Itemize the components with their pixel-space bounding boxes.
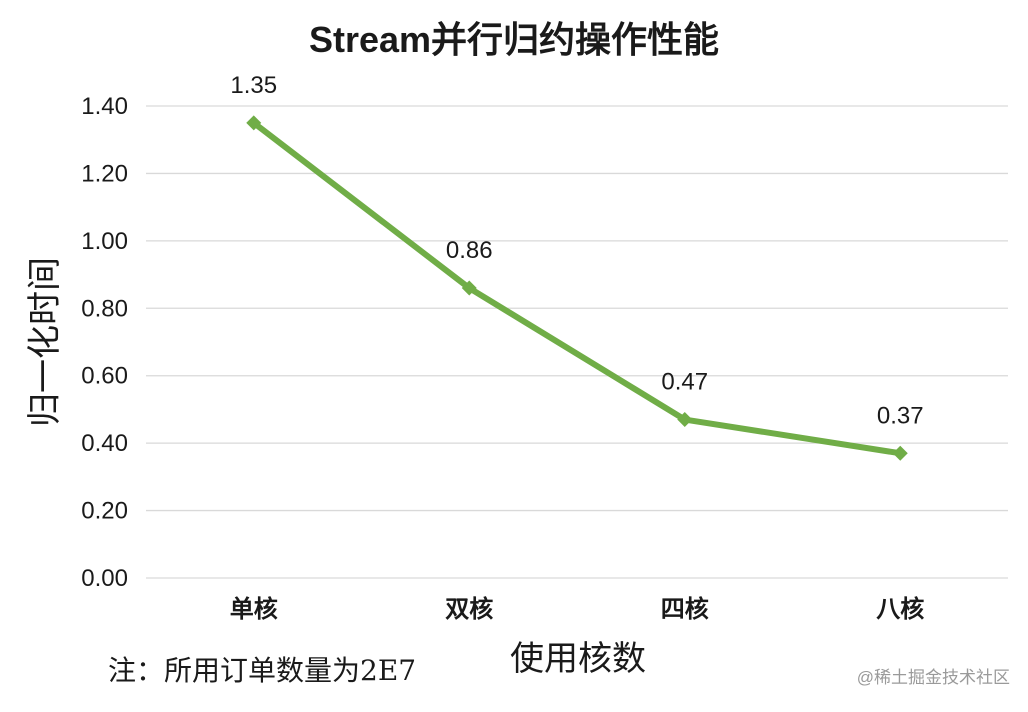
x-category-label: 八核: [876, 595, 924, 623]
data-point-marker: [246, 115, 262, 131]
y-tick-label: 1.20: [81, 160, 128, 187]
x-category-label: 单核: [230, 595, 278, 623]
y-axis-title: 归一化时间: [26, 257, 64, 427]
data-label-group: 1.35 0.86 0.47 0.37: [230, 72, 923, 429]
y-tick-label: 1.00: [81, 228, 128, 255]
series-line: [250, 119, 904, 457]
y-tick-label: 0.40: [81, 430, 128, 457]
x-category-label: 四核: [661, 595, 709, 623]
y-tick-label: 0.60: [81, 363, 128, 390]
data-label: 0.86: [446, 237, 493, 264]
y-tick-labels: 0.00 0.20 0.40 0.60 0.80 1.00 1.20 1.40: [81, 93, 128, 592]
data-point-marker: [892, 445, 908, 461]
y-tick-label: 0.00: [81, 565, 128, 592]
chart-title: Stream并行归约操作性能: [309, 19, 719, 60]
series-line-group: [246, 115, 908, 461]
y-tick-label: 0.20: [81, 498, 128, 525]
watermark: @稀土掘金技术社区: [857, 668, 1010, 687]
footnote: 注：所用订单数量为2E7: [108, 654, 416, 687]
y-tick-label: 0.80: [81, 295, 128, 322]
data-point-marker: [677, 412, 693, 428]
x-axis-title: 使用核数: [510, 640, 646, 678]
data-label: 0.47: [661, 369, 708, 396]
gridlines: [146, 105, 1008, 579]
data-label: 0.37: [877, 402, 924, 429]
data-point-marker: [461, 280, 477, 296]
data-label: 1.35: [230, 72, 277, 99]
x-category-labels: 单核 双核 四核 八核: [230, 595, 925, 623]
y-tick-label: 1.40: [81, 93, 128, 120]
x-category-label: 双核: [445, 595, 493, 623]
